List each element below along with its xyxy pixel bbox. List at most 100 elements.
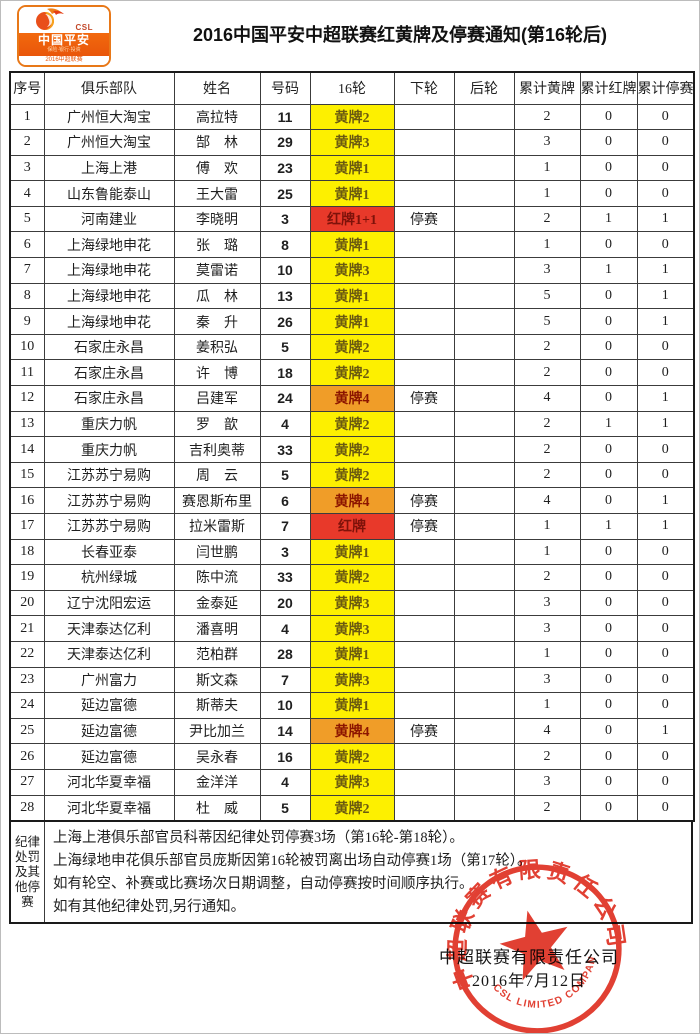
table-row: 1 广州恒大淘宝 高拉特 11 黄牌2 2 0 0	[9, 103, 695, 131]
player-name-cell: 斯蒂夫	[173, 692, 261, 719]
column-header: 下轮	[393, 71, 455, 105]
next-round-cell	[393, 333, 455, 361]
next-round-cell	[393, 308, 455, 335]
round16-card-cell: 黄牌2	[309, 564, 395, 591]
suspension-total-cell: 1	[636, 308, 695, 335]
round16-card-cell: 黄牌1	[309, 308, 395, 335]
shirt-number-cell: 7	[259, 513, 311, 540]
player-name-cell: 闫世鹏	[173, 538, 261, 566]
suspension-total-cell: 0	[636, 589, 695, 617]
red-total-cell: 0	[579, 231, 638, 259]
yellow-total-cell: 2	[513, 410, 581, 438]
club-cell: 江苏苏宁易购	[43, 513, 175, 540]
next-round-cell	[393, 180, 455, 207]
shirt-number-cell: 23	[259, 154, 311, 182]
next-round-cell	[393, 129, 455, 156]
later-round-cell	[453, 461, 515, 489]
later-round-cell	[453, 410, 515, 438]
shirt-number-cell: 33	[259, 564, 311, 591]
round16-card-cell: 黄牌1	[309, 282, 395, 310]
round16-card-cell: 黄牌2	[309, 103, 395, 131]
red-total-cell: 0	[579, 666, 638, 694]
red-total-cell: 0	[579, 743, 638, 770]
player-name-cell: 姜积弘	[173, 333, 261, 361]
red-total-cell: 0	[579, 794, 638, 822]
table-row: 19 杭州绿城 陈中流 33 黄牌2 2 0 0	[9, 564, 695, 591]
table-row: 23 广州富力 斯文森 7 黄牌3 3 0 0	[9, 666, 695, 694]
row-number-cell: 17	[9, 513, 45, 540]
yellow-total-cell: 3	[513, 589, 581, 617]
row-number-cell: 20	[9, 589, 45, 617]
yellow-total-cell: 2	[513, 436, 581, 463]
column-header: 16轮	[309, 71, 395, 105]
club-cell: 上海上港	[43, 154, 175, 182]
table-row: 4 山东鲁能泰山 王大雷 25 黄牌1 1 0 0	[9, 180, 695, 207]
yellow-total-cell: 1	[513, 513, 581, 540]
player-name-cell: 高拉特	[173, 103, 261, 131]
red-total-cell: 0	[579, 461, 638, 489]
red-total-cell: 0	[579, 282, 638, 310]
yellow-total-cell: 2	[513, 205, 581, 233]
yellow-total-cell: 3	[513, 768, 581, 796]
yellow-total-cell: 2	[513, 564, 581, 591]
shirt-number-cell: 5	[259, 461, 311, 489]
player-name-cell: 瓜 林	[173, 282, 261, 310]
later-round-cell	[453, 231, 515, 259]
red-total-cell: 0	[579, 487, 638, 514]
later-round-cell	[453, 768, 515, 796]
later-round-cell	[453, 129, 515, 156]
logo-season-strip: 2016中超联赛	[19, 56, 109, 65]
club-cell: 延边富德	[43, 743, 175, 770]
note-line: 如有其他纪律处罚,另行通知。	[53, 899, 246, 915]
round16-card-cell: 黄牌1	[309, 180, 395, 207]
player-name-cell: 金泰延	[173, 589, 261, 617]
player-name-cell: 李晓明	[173, 205, 261, 233]
club-cell: 上海绿地申花	[43, 231, 175, 259]
later-round-cell	[453, 436, 515, 463]
shirt-number-cell: 5	[259, 794, 311, 822]
column-header: 序号	[9, 71, 45, 105]
table-row: 2 广州恒大淘宝郜 林 29 黄牌3 3 0 0	[9, 129, 695, 156]
shirt-number-cell: 29	[259, 129, 311, 156]
club-cell: 石家庄永昌	[43, 359, 175, 387]
shirt-number-cell: 4	[259, 410, 311, 438]
suspension-total-cell: 0	[636, 231, 695, 259]
shirt-number-cell: 24	[259, 385, 311, 412]
club-cell: 广州恒大淘宝	[43, 129, 175, 156]
yellow-total-cell: 4	[513, 487, 581, 514]
next-round-cell: 停赛	[393, 717, 455, 745]
red-total-cell: 0	[579, 717, 638, 745]
next-round-cell	[393, 257, 455, 284]
suspension-total-cell: 0	[636, 129, 695, 156]
table-row: 16 江苏苏宁易购 赛恩斯布里 6 黄牌4 停赛 4 0 1	[9, 487, 695, 514]
player-name-cell: 罗 歆	[173, 410, 261, 438]
table-row: 25 延边富德 尹比加兰 14 黄牌4 停赛 4 0 1	[9, 717, 695, 745]
next-round-cell	[393, 615, 455, 642]
suspension-total-cell: 0	[636, 333, 695, 361]
next-round-cell	[393, 154, 455, 182]
club-cell: 山东鲁能泰山	[43, 180, 175, 207]
red-total-cell: 0	[579, 154, 638, 182]
row-number-cell: 19	[9, 564, 45, 591]
next-round-cell: 停赛	[393, 487, 455, 514]
column-header: 累计红牌	[579, 71, 638, 105]
suspension-total-cell: 1	[636, 487, 695, 514]
suspension-total-cell: 0	[636, 180, 695, 207]
shirt-number-cell: 11	[259, 103, 311, 131]
next-round-cell	[393, 589, 455, 617]
suspension-total-cell: 0	[636, 436, 695, 463]
shirt-number-cell: 18	[259, 359, 311, 387]
yellow-total-cell: 1	[513, 154, 581, 182]
later-round-cell	[453, 180, 515, 207]
row-number-cell: 12	[9, 385, 45, 412]
red-total-cell: 0	[579, 180, 638, 207]
yellow-total-cell: 4	[513, 717, 581, 745]
suspension-total-cell: 1	[636, 717, 695, 745]
player-name-cell: 杜 威	[173, 794, 261, 822]
row-number-cell: 1	[9, 103, 45, 131]
later-round-cell	[453, 257, 515, 284]
shirt-number-cell: 3	[259, 538, 311, 566]
csl-emblem: CSL	[19, 7, 109, 33]
suspension-total-cell: 0	[636, 615, 695, 642]
table-row: 13 重庆力帆罗 歆 4 黄牌2 2 1 1	[9, 410, 695, 438]
